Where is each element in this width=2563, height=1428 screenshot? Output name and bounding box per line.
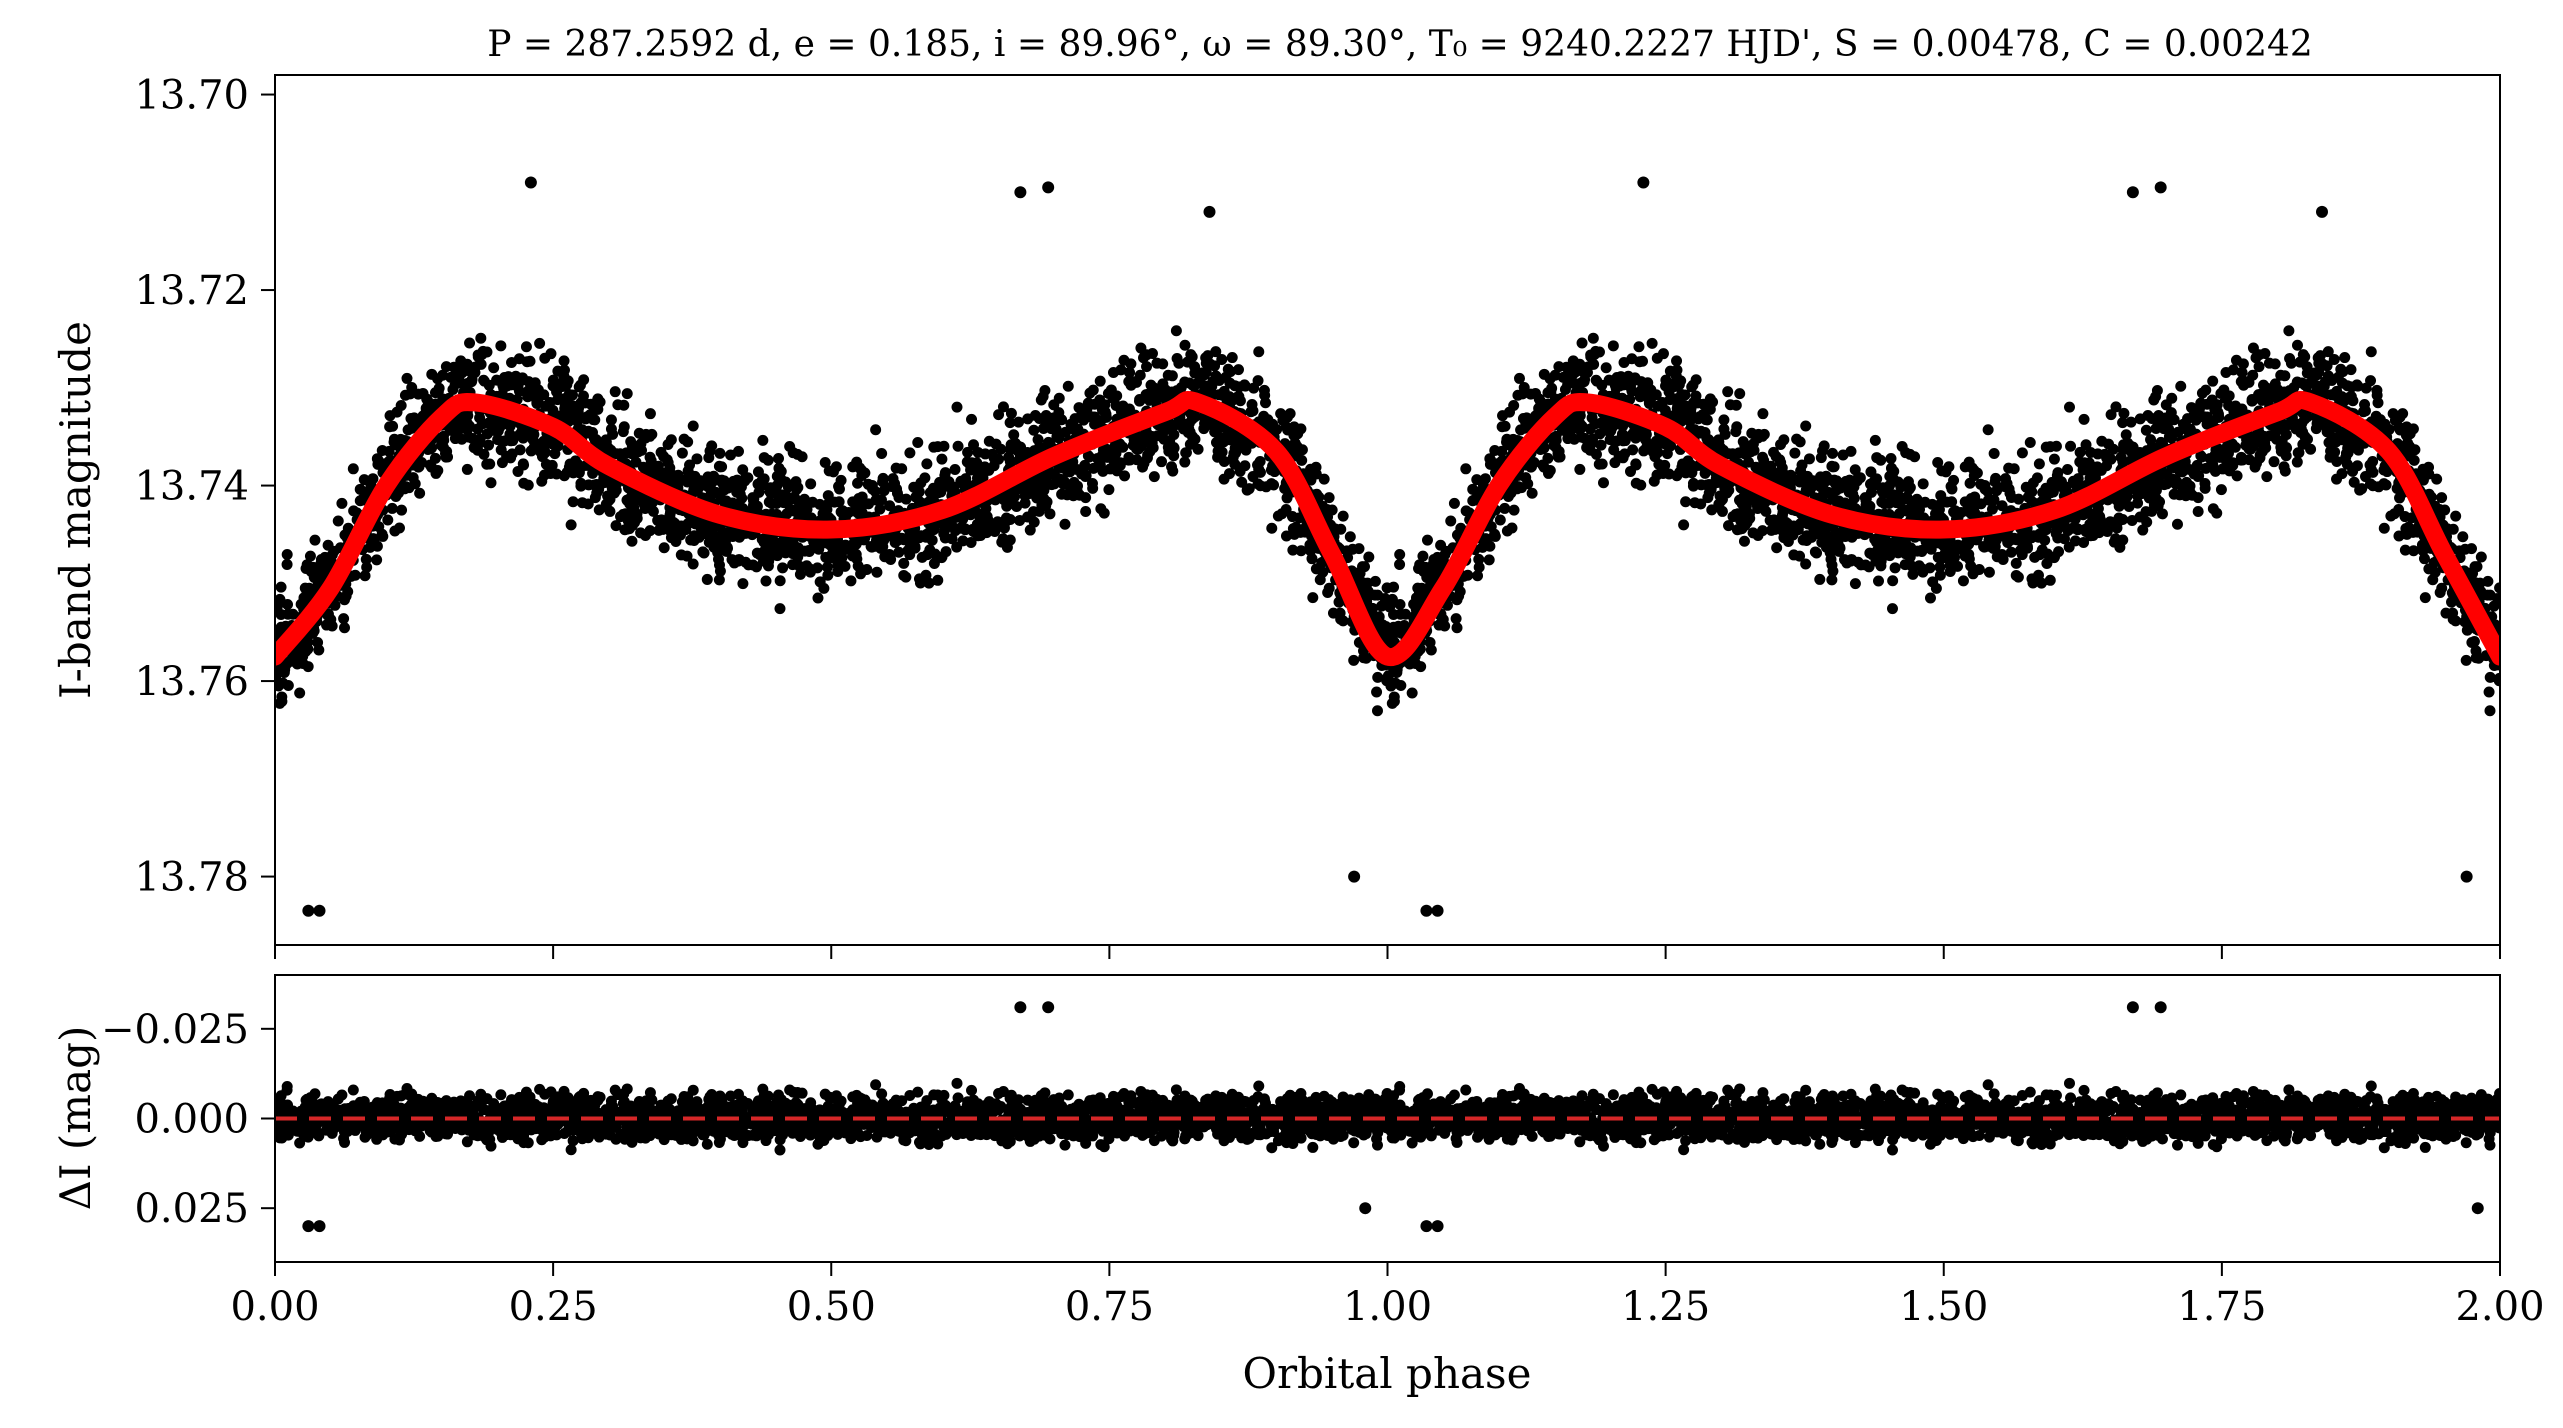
x-tick-label: 2.00 — [2455, 1284, 2544, 1330]
bottom-y-tick-label: 0.025 — [134, 1186, 249, 1232]
bottom-outlier-point — [314, 1220, 326, 1232]
top-outlier-point — [1204, 206, 1216, 218]
x-axis-label: Orbital phase — [1243, 1349, 1532, 1398]
top-outlier-point — [2316, 206, 2328, 218]
top-outlier-point — [1432, 905, 1444, 917]
x-tick-label: 1.75 — [2177, 1284, 2266, 1330]
bottom-outlier-point — [1432, 1220, 1444, 1232]
x-tick-label: 1.00 — [1343, 1284, 1432, 1330]
bottom-y-tick-label: −0.025 — [101, 1007, 249, 1053]
x-tick-label: 1.25 — [1621, 1284, 1710, 1330]
top-outlier-point — [302, 905, 314, 917]
bottom-outlier-point — [1014, 1001, 1026, 1013]
bottom-y-axis-label: ΔI (mag) — [51, 1026, 100, 1211]
top-outlier-point — [525, 177, 537, 189]
top-outlier-point — [2461, 871, 2473, 883]
top-y-axis-label: I-band magnitude — [51, 321, 100, 699]
top-y-tick-label: 13.72 — [134, 268, 249, 314]
top-outlier-point — [1014, 186, 1026, 198]
bottom-outlier-point — [2155, 1001, 2167, 1013]
top-outlier-point — [1348, 871, 1360, 883]
top-outlier-point — [2127, 186, 2139, 198]
top-outlier-point — [1637, 177, 1649, 189]
bottom-outlier-point — [1420, 1220, 1432, 1232]
bottom-y-tick-label: 0.000 — [134, 1097, 249, 1143]
top-y-tick-label: 13.76 — [134, 659, 249, 705]
top-outlier-point — [1420, 905, 1432, 917]
top-outlier-point — [314, 905, 326, 917]
top-y-tick-label: 13.74 — [134, 464, 249, 510]
bottom-outlier-point — [302, 1220, 314, 1232]
x-tick-label: 0.25 — [509, 1284, 598, 1330]
bottom-outlier-point — [1042, 1001, 1054, 1013]
x-tick-label: 0.75 — [1065, 1284, 1154, 1330]
bottom-outlier-point — [2472, 1202, 2484, 1214]
x-tick-label: 0.00 — [230, 1284, 319, 1330]
top-y-tick-label: 13.78 — [134, 855, 249, 901]
bottom-outlier-point — [1359, 1202, 1371, 1214]
top-outlier-point — [2155, 181, 2167, 193]
chart-title: P = 287.2592 d, e = 0.185, i = 89.96°, ω… — [487, 24, 2313, 65]
top-y-tick-label: 13.70 — [134, 73, 249, 119]
top-outlier-point — [1042, 181, 1054, 193]
x-tick-label: 1.50 — [1899, 1284, 1988, 1330]
bottom-outlier-point — [2127, 1001, 2139, 1013]
x-tick-label: 0.50 — [787, 1284, 876, 1330]
